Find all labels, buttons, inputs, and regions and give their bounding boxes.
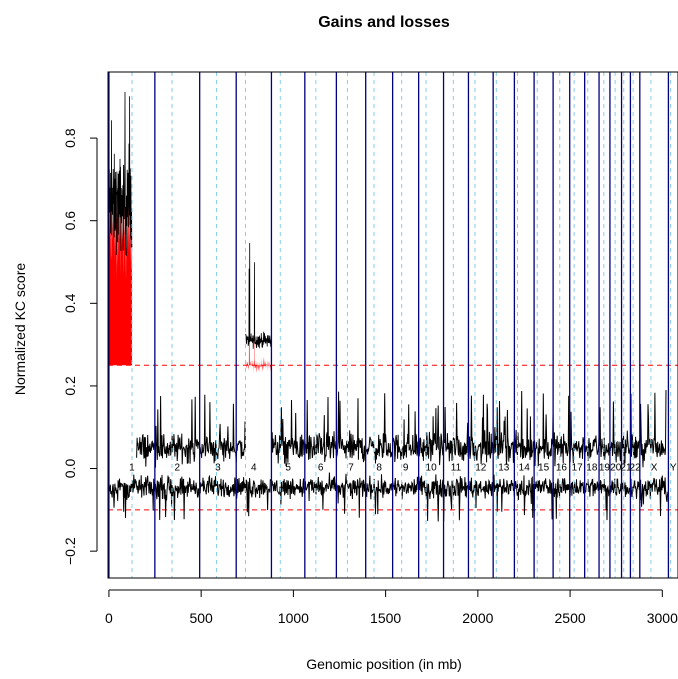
gain-fill-group: [108, 91, 272, 374]
plot-border: [107, 71, 678, 579]
chromosome-label-19: 19: [599, 463, 611, 474]
x-tick-label-2500: 2500: [555, 610, 586, 626]
chromosome-label-8: 8: [376, 463, 382, 474]
chromosome-label-20: 20: [610, 463, 622, 474]
y-tick-label-0.6: 0.6: [62, 211, 78, 231]
chromosome-label-15: 15: [538, 463, 550, 474]
x-tick-label-1500: 1500: [370, 610, 401, 626]
chromosome-label-10: 10: [426, 463, 438, 474]
chromosome-label-7: 7: [348, 463, 354, 474]
y-tick-label--0.2: −0.2: [62, 537, 78, 565]
gain-trace-chr1: [108, 91, 133, 257]
y-tick-label-0: 0.0: [62, 459, 78, 479]
y-tick-label-0.8: 0.8: [62, 128, 78, 148]
upper-trace-segment-1: [136, 394, 246, 468]
chromosome-label-11: 11: [451, 463, 462, 474]
y-tick-label-0.4: 0.4: [62, 293, 78, 313]
chromosome-label-5: 5: [285, 463, 291, 474]
lower-trace: [108, 472, 669, 522]
x-tick-label-3000: 3000: [647, 610, 678, 626]
gain-trace-chr4: [245, 242, 272, 349]
chromosome-label-2: 2: [174, 463, 180, 474]
gain-fill-chr1: [108, 116, 132, 366]
chromosome-label-17: 17: [572, 463, 584, 474]
x-axis-label: Genomic position (in mb): [306, 656, 462, 672]
x-tick-label-500: 500: [189, 610, 213, 626]
chromosome-label-14: 14: [519, 463, 531, 474]
chromosome-label-16: 16: [556, 463, 568, 474]
chromosome-label-18: 18: [586, 463, 598, 474]
chart-title: Gains and losses: [318, 14, 450, 31]
chromosome-label-3: 3: [215, 463, 221, 474]
chromosome-label-1: 1: [129, 463, 135, 474]
chromosome-label-Y: Y: [670, 463, 677, 474]
y-axis-label: Normalized KC score: [12, 263, 28, 395]
chromosome-label-13: 13: [498, 463, 510, 474]
upper-trace-segment-2: [271, 390, 667, 468]
x-tick-label-0: 0: [105, 610, 113, 626]
chromosome-label-22: 22: [630, 463, 642, 474]
x-tick-label-2000: 2000: [462, 610, 493, 626]
y-tick-label-0.2: 0.2: [62, 376, 78, 396]
chromosome-label-9: 9: [403, 463, 409, 474]
chromosome-label-21: 21: [620, 463, 632, 474]
chromosome-label-6: 6: [318, 463, 324, 474]
chromosome-label-12: 12: [475, 463, 487, 474]
chromosome-label-X: X: [651, 463, 658, 474]
chromosome-label-4: 4: [251, 463, 257, 474]
x-tick-label-1000: 1000: [278, 610, 309, 626]
